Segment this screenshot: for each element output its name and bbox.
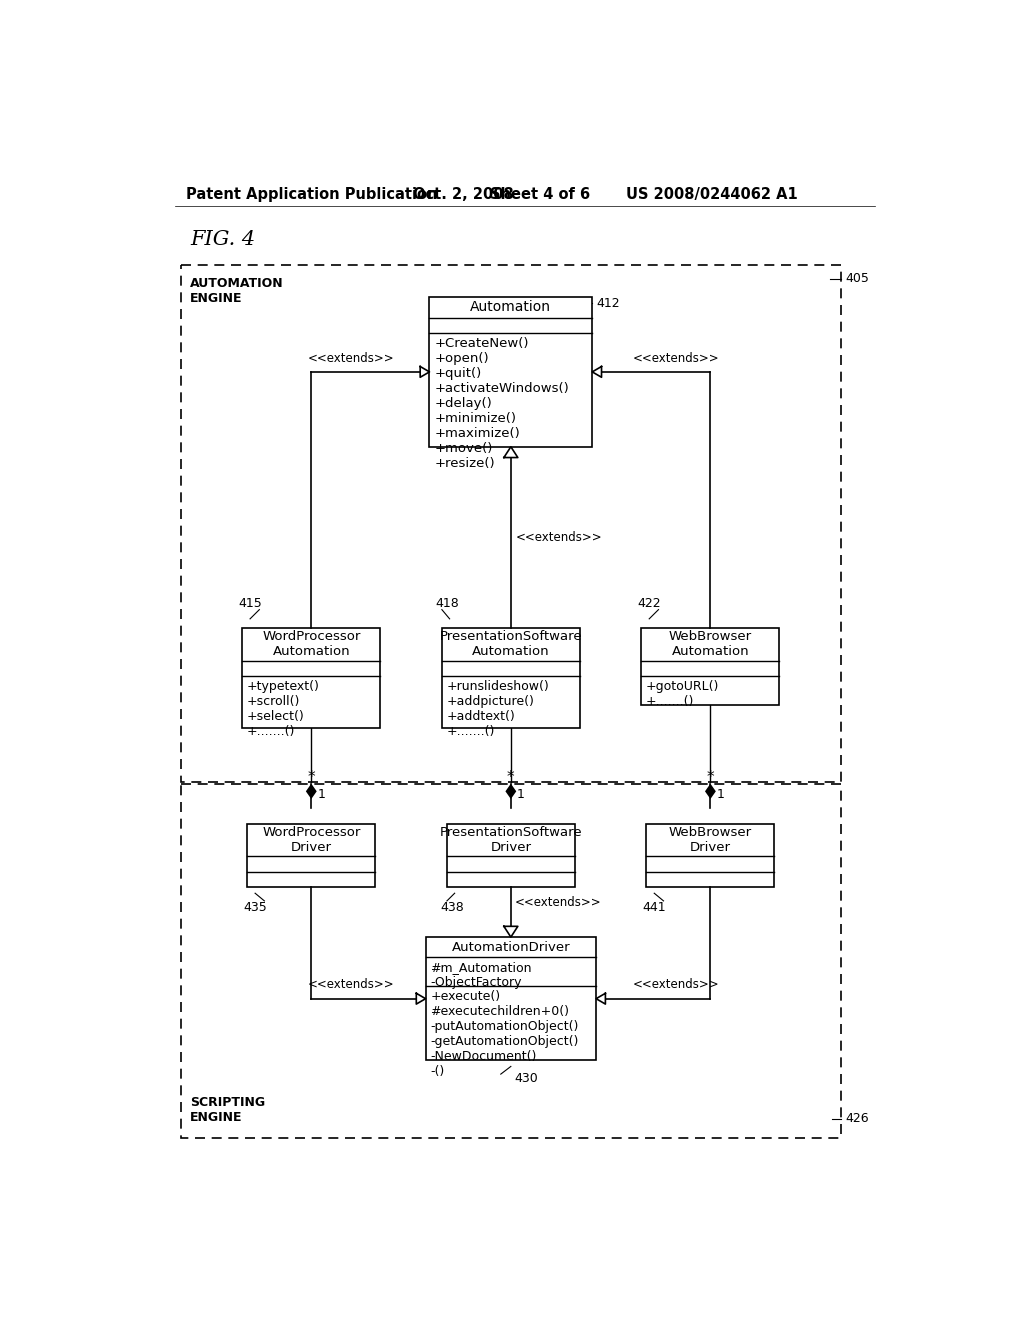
Text: 422: 422 [638,597,662,610]
Text: +gotoURL()
+.......(): +gotoURL() +.......() [646,680,720,708]
Text: 1: 1 [517,788,525,801]
Text: 405: 405 [846,272,869,285]
Text: <<extends>>: <<extends>> [633,978,720,991]
Text: Oct. 2, 2008: Oct. 2, 2008 [414,187,514,202]
Text: 412: 412 [596,297,620,310]
Text: 441: 441 [643,900,667,913]
Text: Automation: Automation [470,301,551,314]
Text: 1: 1 [317,788,326,801]
Polygon shape [306,784,316,799]
Bar [429,297,592,446]
Text: 438: 438 [440,900,465,913]
Text: +runslideshow()
+addpicture()
+addtext()
+.......(): +runslideshow() +addpicture() +addtext()… [446,680,549,738]
Bar [243,628,380,727]
Text: *: * [707,770,714,785]
Text: *: * [307,770,315,785]
Text: +CreateNew()
+open()
+quit()
+activateWindows()
+delay()
+minimize()
+maximize(): +CreateNew() +open() +quit() +activateWi… [434,337,569,470]
Bar [248,824,375,887]
Polygon shape [596,993,605,1005]
Bar [180,784,841,1138]
Bar [180,264,841,781]
Text: 435: 435 [244,900,267,913]
Bar [646,824,774,887]
Bar [426,937,596,1060]
Bar [442,628,580,727]
Polygon shape [417,993,426,1005]
Text: US 2008/0244062 A1: US 2008/0244062 A1 [627,187,798,202]
Text: AutomationDriver: AutomationDriver [452,941,570,953]
Text: #m_Automation
-ObjectFactory: #m_Automation -ObjectFactory [430,961,531,989]
Text: 415: 415 [239,597,262,610]
Text: FIG. 4: FIG. 4 [190,230,255,248]
Text: WordProcessor
Automation: WordProcessor Automation [262,631,360,659]
Text: PresentationSoftware
Driver: PresentationSoftware Driver [439,826,583,854]
Text: 1: 1 [717,788,725,801]
Bar [446,824,574,887]
Text: 426: 426 [846,1111,869,1125]
Text: WordProcessor
Driver: WordProcessor Driver [262,826,360,854]
Text: WebBrowser
Automation: WebBrowser Automation [669,631,752,659]
Text: AUTOMATION
ENGINE: AUTOMATION ENGINE [190,277,284,305]
Text: <<extends>>: <<extends>> [307,351,394,364]
Text: 430: 430 [515,1072,539,1085]
Text: <<extends>>: <<extends>> [633,351,720,364]
Text: <<extends>>: <<extends>> [515,896,601,909]
Text: SCRIPTING
ENGINE: SCRIPTING ENGINE [190,1096,265,1125]
Polygon shape [504,927,518,937]
Polygon shape [705,784,716,799]
Text: +typetext()
+scroll()
+select()
+.......(): +typetext() +scroll() +select() +.......… [247,680,319,738]
Text: WebBrowser
Driver: WebBrowser Driver [669,826,752,854]
Polygon shape [420,367,429,378]
Bar [641,628,779,705]
Text: *: * [507,770,515,785]
Polygon shape [592,367,601,378]
Text: <<extends>>: <<extends>> [307,978,394,991]
Polygon shape [504,446,518,458]
Text: Sheet 4 of 6: Sheet 4 of 6 [489,187,590,202]
Text: <<extends>>: <<extends>> [515,531,602,544]
Text: Patent Application Publication: Patent Application Publication [186,187,437,202]
Text: PresentationSoftware
Automation: PresentationSoftware Automation [439,631,583,659]
Text: 418: 418 [435,597,460,610]
Polygon shape [506,784,516,799]
Text: +execute()
#executechildren+0()
-putAutomationObject()
-getAutomationObject()
-N: +execute() #executechildren+0() -putAuto… [430,990,579,1078]
